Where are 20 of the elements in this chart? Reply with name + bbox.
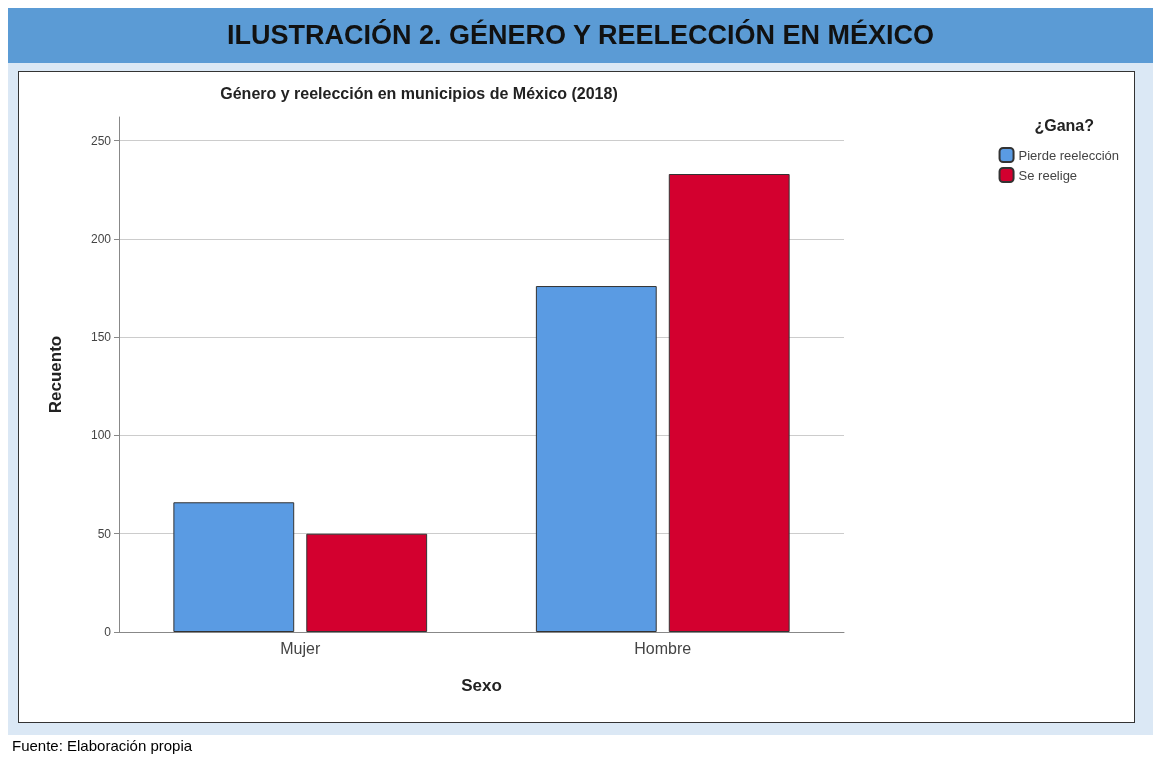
y-tick-label: 0 — [104, 625, 112, 639]
x-axis-title: Sexo — [461, 676, 502, 695]
legend-title: ¿Gana? — [1034, 116, 1094, 134]
x-tick-label: Hombre — [634, 639, 692, 657]
bar — [668, 174, 790, 632]
y-tick-label: 50 — [97, 526, 112, 541]
legend-label: Pierde reelección — [1018, 147, 1120, 163]
bar — [173, 502, 295, 632]
y-tick-label: 200 — [90, 231, 112, 246]
y-tick-label: 150 — [90, 330, 112, 345]
y-tick-label: 250 — [90, 133, 112, 148]
chart-subtitle: Género y reelección en municipios de México (2018) — [220, 84, 618, 102]
chart-title: ILUSTRACIÓN 2. GÉNERO Y REELECCIÓN EN MÉXICO — [8, 8, 1153, 63]
y-tick-label: 100 — [90, 428, 112, 443]
source-note: Fuente: Elaboración propia — [8, 735, 1153, 756]
legend-label: Se reelige — [1018, 167, 1078, 183]
bar — [535, 286, 657, 632]
x-tick-label: Mujer — [280, 639, 321, 657]
bar — [306, 533, 428, 632]
y-axis-title: Recuento — [46, 335, 65, 414]
